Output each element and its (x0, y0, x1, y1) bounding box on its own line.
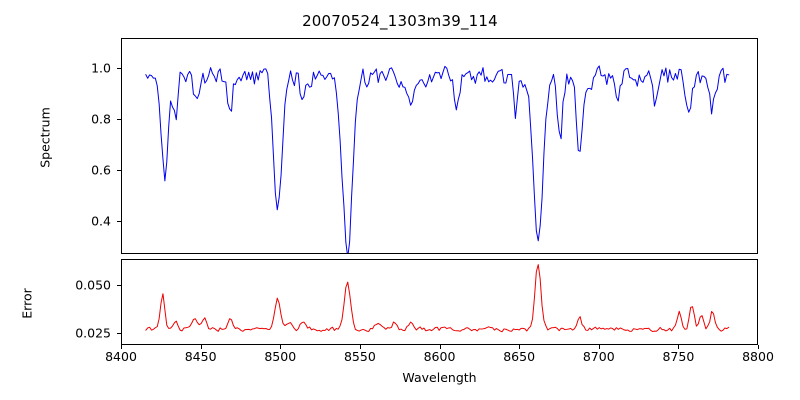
y-tick-label: 0.8 (91, 111, 111, 127)
error-plot-area (145, 264, 730, 333)
spectrum-line (145, 65, 730, 253)
x-tick-label: 8750 (662, 349, 695, 364)
spectrum-plot-area (145, 65, 730, 253)
x-tick-label: 8400 (105, 349, 137, 364)
y-tick-label: 1.0 (91, 60, 111, 76)
x-tick-mark (280, 345, 282, 349)
y-tick-label: 0.025 (75, 325, 111, 341)
y-axis-label-error: Error (19, 288, 35, 319)
y-tick-mark (117, 68, 121, 70)
x-tick-mark (200, 345, 202, 349)
error-panel (121, 259, 758, 345)
y-tick-label: 0.050 (75, 277, 111, 293)
y-tick-label: 0.6 (91, 162, 111, 178)
x-tick-mark (519, 345, 521, 349)
x-tick-label: 8550 (343, 349, 376, 364)
x-tick-mark (598, 345, 600, 349)
x-tick-mark (359, 345, 361, 349)
y-tick-label: 0.4 (91, 213, 111, 229)
error-line (145, 264, 730, 333)
spectrum-panel (121, 38, 758, 254)
x-tick-label: 8700 (582, 349, 615, 364)
y-tick-mark (117, 332, 121, 334)
figure-title: 20070524_1303m39_114 (302, 12, 498, 30)
x-tick-label: 8650 (503, 349, 536, 364)
y-axis-label-spectrum: Spectrum (37, 107, 53, 168)
y-tick-mark (117, 119, 121, 121)
x-tick-label: 8500 (264, 349, 297, 364)
x-tick-label: 8600 (423, 349, 456, 364)
x-tick-label: 8800 (742, 349, 774, 364)
y-tick-mark (117, 220, 121, 222)
x-tick-mark (439, 345, 441, 349)
y-tick-mark (117, 170, 121, 172)
x-tick-mark (678, 345, 680, 349)
x-tick-label: 8450 (184, 349, 217, 364)
x-tick-mark (758, 345, 759, 349)
y-tick-mark (117, 285, 121, 287)
x-axis-label: Wavelength (402, 370, 477, 385)
x-tick-mark (121, 345, 122, 349)
